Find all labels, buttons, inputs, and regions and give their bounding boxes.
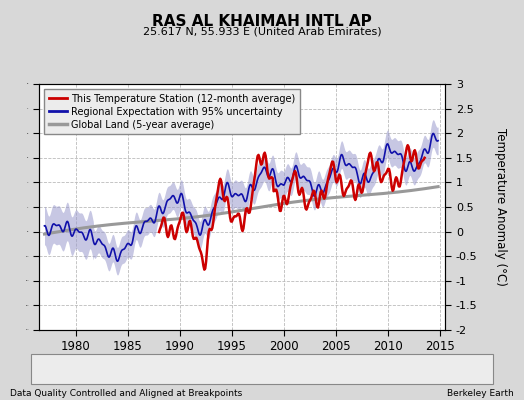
Text: Record Gap: Record Gap — [177, 364, 237, 374]
Legend: This Temperature Station (12-month average), Regional Expectation with 95% uncer: This Temperature Station (12-month avera… — [44, 89, 300, 134]
Text: Data Quality Controlled and Aligned at Breakpoints: Data Quality Controlled and Aligned at B… — [10, 389, 243, 398]
Text: Empirical Break: Empirical Break — [407, 364, 489, 374]
Text: 25.617 N, 55.933 E (United Arab Emirates): 25.617 N, 55.933 E (United Arab Emirates… — [143, 26, 381, 36]
Text: Berkeley Earth: Berkeley Earth — [447, 389, 514, 398]
Text: RAS AL KHAIMAH INTL AP: RAS AL KHAIMAH INTL AP — [152, 14, 372, 29]
Text: Station Move: Station Move — [61, 364, 129, 374]
Y-axis label: Temperature Anomaly (°C): Temperature Anomaly (°C) — [494, 128, 507, 286]
Text: Time of Obs. Change: Time of Obs. Change — [297, 364, 406, 374]
